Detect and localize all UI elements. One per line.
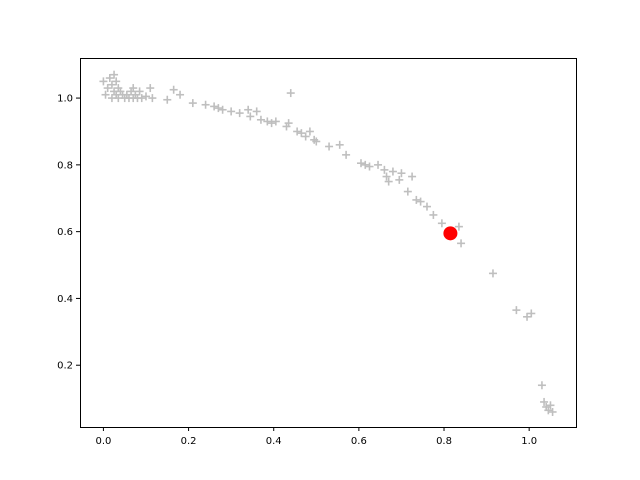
data-point: [457, 239, 466, 248]
data-point: [227, 107, 236, 116]
data-point: [146, 84, 155, 93]
data-point: [416, 197, 425, 206]
data-point: [263, 117, 272, 126]
data-point: [305, 127, 314, 136]
data-point: [537, 381, 546, 390]
data-point: [365, 162, 374, 171]
data-point: [284, 119, 293, 128]
data-point: [361, 160, 370, 169]
x-axis: 0.0 0.2 0.4 0.6 0.8 1.0: [95, 427, 537, 447]
data-point: [176, 90, 185, 99]
data-point: [105, 74, 114, 83]
y-tick-label: 0.2: [57, 361, 73, 372]
x-tick-label: 0.6: [351, 436, 367, 447]
data-point: [342, 150, 351, 159]
data-point: [188, 99, 197, 108]
data-point: [335, 140, 344, 149]
data-point: [527, 309, 536, 318]
data-point: [374, 160, 383, 169]
data-point: [429, 210, 438, 219]
data-point: [488, 269, 497, 278]
data-point: [388, 167, 397, 176]
data-point: [107, 80, 116, 89]
data-point: [210, 102, 219, 111]
data-point: [312, 137, 321, 146]
data-point: [403, 187, 412, 196]
data-point: [252, 107, 261, 116]
x-tick-label: 1.0: [521, 436, 537, 447]
data-point: [384, 177, 393, 186]
x-tick-label: 0.8: [436, 436, 452, 447]
data-point: [246, 112, 255, 121]
data-point: [267, 119, 276, 128]
data-point: [286, 89, 295, 98]
data-point: [244, 105, 253, 114]
x-tick-label: 0.2: [181, 436, 197, 447]
data-point: [544, 406, 553, 415]
data-point: [382, 172, 391, 181]
y-tick-label: 0.6: [57, 227, 73, 238]
x-tick-label: 0.4: [266, 436, 282, 447]
data-point: [129, 84, 138, 93]
data-point: [325, 142, 334, 151]
data-point: [99, 77, 108, 86]
data-point: [301, 132, 310, 141]
data-point: [395, 175, 404, 184]
data-point: [214, 104, 223, 113]
data-point: [101, 90, 110, 99]
data-point: [408, 172, 417, 181]
data-point: [110, 70, 119, 79]
data-point: [437, 219, 446, 228]
data-point: [148, 94, 157, 103]
axes-frame: [80, 58, 577, 428]
data-point: [454, 222, 463, 231]
data-point: [540, 397, 549, 406]
data-point: [293, 127, 302, 136]
y-axis: 0.2 0.4 0.6 0.8 1.0: [57, 94, 80, 372]
data-point: [201, 100, 210, 109]
data-point: [135, 87, 144, 96]
data-point: [548, 407, 557, 416]
data-point: [112, 77, 121, 86]
data-point: [141, 92, 150, 101]
y-tick-label: 1.0: [57, 94, 73, 105]
data-point: [546, 401, 555, 410]
data-point: [103, 84, 112, 93]
data-point: [137, 94, 146, 103]
data-point: [523, 312, 532, 321]
y-tick-label: 0.8: [57, 160, 73, 171]
data-point: [163, 95, 172, 104]
data-point: [512, 306, 521, 315]
data-point: [412, 195, 421, 204]
data-point: [271, 117, 280, 126]
data-point: [256, 115, 265, 124]
data-point: [297, 129, 306, 138]
y-tick-label: 0.4: [57, 294, 73, 305]
data-point: [169, 85, 178, 94]
x-tick-label: 0.0: [95, 436, 111, 447]
data-point: [380, 165, 389, 174]
plot-area: [99, 70, 557, 416]
data-point: [422, 202, 431, 211]
highlight-point: [443, 226, 458, 241]
data-point: [218, 105, 227, 114]
data-point: [235, 109, 244, 118]
data-point: [356, 159, 365, 168]
data-point: [397, 169, 406, 178]
